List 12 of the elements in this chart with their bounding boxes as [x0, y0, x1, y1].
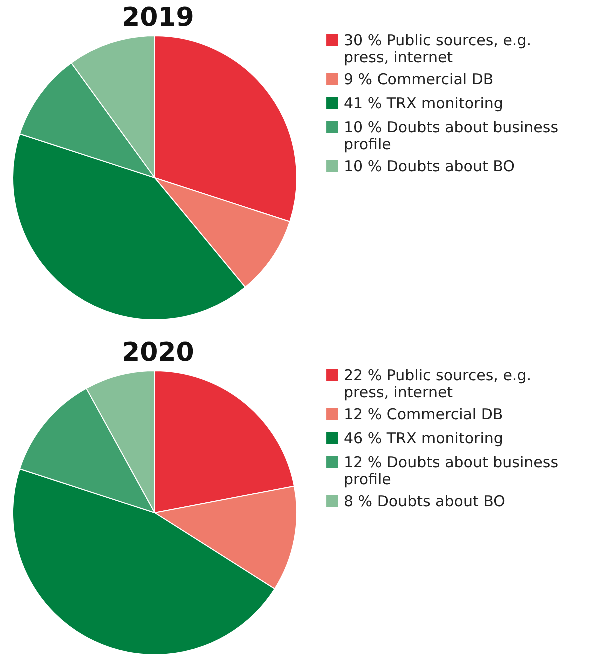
chart-title: 2019 [122, 3, 194, 33]
chart-title: 2020 [122, 338, 194, 368]
legend-label: 12 % Doubts about business profile [344, 454, 559, 488]
legend-label: 10 % Doubts about business profile [344, 118, 559, 154]
legend-label: 41 % TRX monitoring [344, 94, 504, 112]
legend-label: 9 % Commercial DB [344, 70, 494, 88]
legend-label: 12 % Commercial DB [344, 406, 504, 424]
legend-label: 30 % Public sources, e.g. press, internet [344, 32, 532, 66]
legend-label: 8 % Doubts about BO [344, 492, 506, 510]
legend-label: 46 % TRX monitoring [344, 430, 504, 448]
legend-label: 10 % Doubts about BO [344, 158, 515, 176]
legend-label: 22 % Public sources, e.g. press, internet [344, 366, 532, 402]
